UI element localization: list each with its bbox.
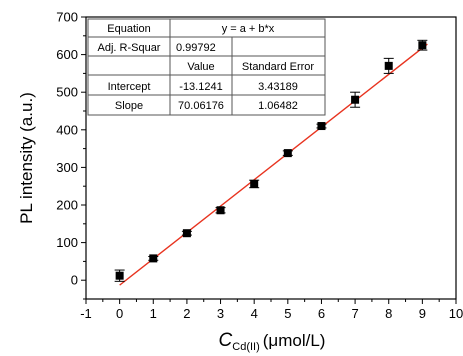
y-tick-label: 400 xyxy=(56,122,78,137)
table-slope-stderr: 1.06482 xyxy=(258,100,298,112)
point-marker xyxy=(216,206,225,215)
x-axis-unit: (μmol/L) xyxy=(263,331,326,350)
x-tick-label: 8 xyxy=(385,306,392,321)
y-tick-label: 500 xyxy=(56,85,78,100)
data-point xyxy=(148,254,159,263)
data-point xyxy=(282,149,293,158)
y-tick-label: 0 xyxy=(71,273,78,288)
table-equation: y = a + b*x xyxy=(222,23,275,35)
x-tick-label: 5 xyxy=(284,306,291,321)
point-marker xyxy=(317,122,326,131)
data-point xyxy=(417,39,428,51)
point-marker xyxy=(351,95,360,104)
x-tick-label: 4 xyxy=(251,306,258,321)
y-tick-label: 600 xyxy=(56,47,78,62)
data-point xyxy=(249,179,260,189)
data-point xyxy=(114,269,125,282)
x-tick-label: 10 xyxy=(449,306,463,321)
table-r2-label: Adj. R-Squar xyxy=(98,42,161,54)
x-axis-title: CCd(II) (μmol/L) xyxy=(219,330,326,353)
y-axis-ticks: 0 100 200 300 400 500 600 700 xyxy=(56,10,86,300)
y-tick-label: 700 xyxy=(56,10,78,25)
point-marker xyxy=(115,271,124,280)
point-marker xyxy=(250,179,259,188)
x-tick-label: 2 xyxy=(183,306,190,321)
x-axis-symbol: C xyxy=(219,330,233,351)
table-slope-label: Slope xyxy=(115,100,143,112)
table-equation-label: Equation xyxy=(107,23,150,35)
x-axis-ticks: -1 0 1 2 3 4 5 6 7 8 9 10 xyxy=(80,299,463,321)
fit-results-table: Equation y = a + b*x Adj. R-Squar 0.9979… xyxy=(87,18,326,116)
table-r2-value: 0.99792 xyxy=(176,42,216,54)
data-point xyxy=(350,91,361,108)
x-tick-label: 9 xyxy=(419,306,426,321)
x-tick-label: 0 xyxy=(116,306,123,321)
point-marker xyxy=(384,61,393,70)
y-axis-title: PL intensity (a.u.) xyxy=(17,92,36,224)
x-tick-label: -1 xyxy=(80,306,92,321)
data-point xyxy=(181,229,192,238)
x-tick-label: 1 xyxy=(150,306,157,321)
table-frame xyxy=(87,18,326,116)
x-tick-label: 7 xyxy=(351,306,358,321)
table-intercept-value: -13.1241 xyxy=(179,81,222,93)
y-tick-label: 300 xyxy=(56,160,78,175)
point-marker xyxy=(418,41,427,50)
x-axis-subscript: Cd(II) xyxy=(232,341,260,353)
data-point xyxy=(215,206,226,215)
table-slope-value: 70.06176 xyxy=(178,100,224,112)
point-marker xyxy=(149,254,158,263)
x-tick-label: 3 xyxy=(217,306,224,321)
x-tick-label: 6 xyxy=(318,306,325,321)
data-points xyxy=(114,39,428,282)
data-point xyxy=(383,57,394,74)
table-intercept-stderr: 3.43189 xyxy=(258,81,298,93)
table-stderr-header: Standard Error xyxy=(242,61,314,73)
table-intercept-label: Intercept xyxy=(108,81,151,93)
y-tick-label: 100 xyxy=(56,235,78,250)
data-point xyxy=(316,122,327,131)
point-marker xyxy=(283,149,292,158)
point-marker xyxy=(182,229,191,238)
fit-line xyxy=(119,43,428,286)
table-value-header: Value xyxy=(187,61,214,73)
y-tick-label: 200 xyxy=(56,198,78,213)
